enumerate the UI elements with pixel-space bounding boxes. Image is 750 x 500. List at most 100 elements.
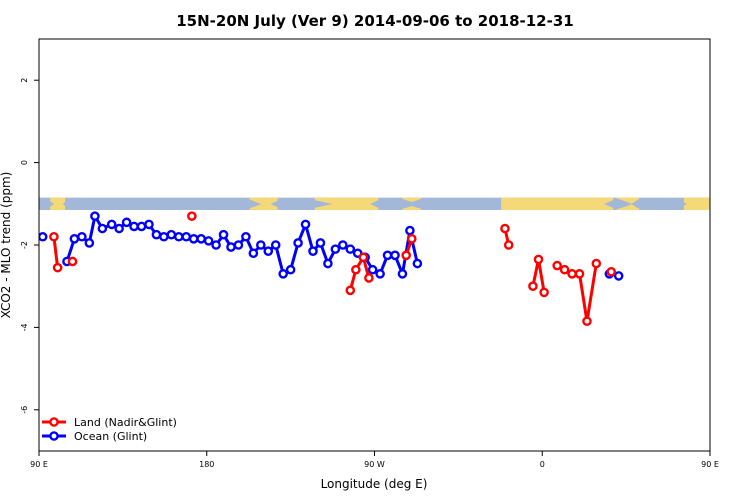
data-point (293, 238, 303, 248)
data-point (500, 223, 510, 234)
data-point (196, 234, 206, 244)
data-point (406, 234, 417, 244)
data-point (90, 211, 100, 221)
x-tick-label: 90 W (364, 460, 385, 469)
y-tick-label: -6 (20, 406, 29, 414)
data-point (211, 240, 221, 250)
legend-label: Land (Nadir&Glint) (74, 416, 177, 429)
data-point (187, 211, 197, 221)
land-shape (501, 198, 614, 210)
data-point (77, 231, 87, 242)
data-point (606, 266, 617, 277)
chart-title: 15N-20N July (Ver 9) 2014-09-06 to 2018-… (176, 12, 573, 30)
data-point (503, 240, 514, 250)
data-point (84, 238, 95, 248)
data-point (203, 236, 214, 246)
data-point (552, 260, 562, 271)
land-shape (402, 197, 422, 202)
data-point (364, 273, 374, 283)
series-ocean (39, 211, 624, 281)
land-shape (50, 201, 66, 210)
land-shape (683, 199, 710, 210)
data-point (188, 234, 199, 244)
data-point (263, 246, 274, 256)
land-shape (314, 199, 379, 210)
data-point (106, 219, 117, 230)
y-tick-label: 2 (20, 78, 29, 83)
data-point (129, 221, 139, 232)
data-point (382, 250, 393, 261)
data-point (559, 264, 570, 275)
data-point (613, 271, 624, 281)
data-point (315, 238, 326, 248)
data-point (144, 219, 154, 230)
data-point (351, 264, 361, 275)
legend-label: Ocean (Glint) (74, 430, 147, 443)
data-point (574, 269, 585, 279)
plot-area (39, 197, 750, 327)
x-tick-label: 90 E (701, 460, 719, 469)
data-point (397, 269, 408, 279)
x-tick-label: 0 (540, 460, 545, 469)
series-line (52, 236, 60, 268)
data-point (241, 231, 251, 242)
data-point (412, 258, 423, 269)
x-axis-title: Longitude (deg E) (321, 477, 428, 491)
data-point (528, 281, 538, 292)
data-point (226, 242, 236, 252)
data-point (405, 225, 415, 236)
legend-marker (49, 417, 59, 427)
data-point (136, 221, 147, 232)
data-point (67, 256, 78, 267)
legend: Land (Nadir&Glint)Ocean (Glint) (42, 416, 177, 443)
data-point (338, 240, 348, 250)
data-point (567, 269, 577, 279)
data-point (97, 223, 108, 234)
y-axis-title: XCO2 - MLO trend (ppm) (0, 172, 13, 319)
data-point (52, 262, 63, 273)
data-point (114, 223, 124, 234)
data-point (358, 252, 369, 263)
data-point (345, 244, 356, 254)
data-point (69, 234, 80, 244)
data-point (330, 244, 341, 254)
land-shape (736, 201, 750, 210)
data-point (39, 231, 48, 242)
data-point (218, 229, 229, 240)
series-line (348, 255, 371, 291)
data-point (181, 231, 192, 242)
y-axis: 2 0 -2 -4 -6 (20, 78, 39, 414)
y-tick-label: 0 (20, 160, 29, 165)
data-point (270, 240, 281, 250)
land-shape (616, 197, 640, 204)
data-point (375, 269, 385, 279)
land-shape (736, 198, 750, 209)
data-point (367, 264, 378, 275)
data-point (401, 250, 411, 261)
data-point (308, 246, 318, 256)
land-shape (616, 204, 640, 210)
data-point (173, 231, 184, 242)
plot-frame (38, 38, 711, 452)
x-axis: 90 E 180 90 W 0 90 E (30, 451, 719, 469)
data-point (121, 217, 132, 228)
y-tick-label: -4 (20, 323, 29, 331)
data-point (285, 264, 296, 275)
data-point (533, 254, 544, 265)
data-point (151, 229, 162, 240)
legend-marker (49, 431, 59, 441)
data-point (345, 285, 356, 296)
data-point (166, 229, 177, 240)
y-tick-label: -2 (20, 241, 29, 249)
data-point (49, 231, 59, 242)
data-point (390, 250, 400, 261)
series-land (49, 211, 617, 327)
land-shape (402, 206, 422, 210)
data-point (591, 258, 602, 269)
data-point (256, 240, 266, 250)
land-shape (249, 202, 278, 210)
x-tick-label: 180 (199, 460, 214, 469)
data-point (233, 240, 244, 250)
data-point (159, 231, 169, 242)
